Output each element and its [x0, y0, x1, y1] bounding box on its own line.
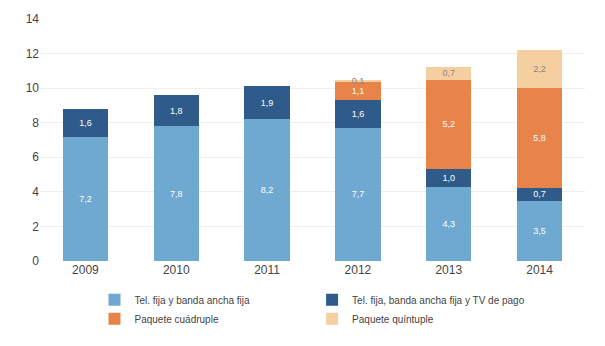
svg-text:1,6: 1,6 [352, 109, 365, 119]
svg-text:2: 2 [32, 220, 39, 234]
svg-text:0,1: 0,1 [352, 76, 365, 86]
svg-text:5,8: 5,8 [533, 133, 546, 143]
svg-text:1,9: 1,9 [261, 98, 274, 108]
svg-text:2013: 2013 [435, 263, 462, 277]
svg-text:7,2: 7,2 [79, 194, 92, 204]
svg-text:0: 0 [32, 254, 39, 268]
svg-text:0,7: 0,7 [533, 189, 546, 199]
svg-text:3,5: 3,5 [533, 226, 546, 236]
svg-text:2014: 2014 [526, 263, 553, 277]
svg-text:Paquete cuádruple: Paquete cuádruple [135, 314, 219, 325]
svg-text:Tel. fija y banda ancha fija: Tel. fija y banda ancha fija [135, 295, 251, 306]
svg-text:1,8: 1,8 [170, 106, 183, 116]
svg-text:2012: 2012 [345, 263, 372, 277]
svg-text:2009: 2009 [72, 263, 99, 277]
svg-text:14: 14 [26, 12, 40, 26]
svg-text:2011: 2011 [254, 263, 280, 277]
svg-text:4: 4 [32, 185, 39, 199]
svg-text:1,6: 1,6 [79, 118, 92, 128]
svg-text:8,2: 8,2 [261, 185, 274, 195]
svg-text:2,2: 2,2 [533, 64, 546, 74]
svg-text:7,8: 7,8 [170, 189, 183, 199]
svg-text:1,1: 1,1 [352, 86, 365, 96]
svg-text:10: 10 [26, 81, 40, 95]
svg-text:0,7: 0,7 [442, 68, 455, 78]
svg-text:5,2: 5,2 [442, 119, 455, 129]
svg-text:1,0: 1,0 [442, 173, 455, 183]
svg-text:2010: 2010 [163, 263, 190, 277]
svg-text:6: 6 [32, 150, 39, 164]
svg-text:4,3: 4,3 [442, 219, 455, 229]
svg-text:8: 8 [32, 116, 39, 130]
svg-text:12: 12 [26, 47, 40, 61]
svg-text:7,7: 7,7 [352, 189, 365, 199]
svg-text:Paquete quíntuple: Paquete quíntuple [352, 314, 434, 325]
svg-text:Tel. fija, banda ancha fija y: Tel. fija, banda ancha fija y TV de pago [352, 295, 525, 306]
